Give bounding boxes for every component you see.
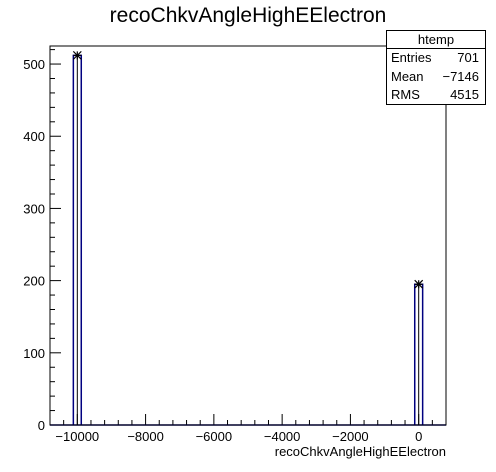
stats-rms-row: RMS 4515 <box>387 86 485 105</box>
y-tick-label: 500 <box>23 57 45 72</box>
stats-entries-value: 701 <box>457 50 479 65</box>
plot-frame <box>49 45 447 426</box>
chart-title: recoChkvAngleHighEElectron <box>109 4 387 27</box>
tick-labels: −10000 −8000 −6000 −4000 −2000 0 0 100 200 300 400… <box>23 57 422 444</box>
x-tick-label: −4000 <box>264 429 301 444</box>
marker-stroke <box>72 50 82 60</box>
x-tick-label: −8000 <box>127 429 164 444</box>
histogram-bars <box>50 54 446 426</box>
data-markers <box>72 50 424 425</box>
data-marker <box>72 50 82 425</box>
stats-rms-value: 4515 <box>450 87 479 102</box>
marker-stroke <box>414 279 424 289</box>
x-axis-label: recoChkvAngleHighEElectron <box>274 444 446 459</box>
axis-ticks <box>49 49 447 426</box>
y-tick-label: 100 <box>23 346 45 361</box>
stats-name: htemp <box>387 31 485 49</box>
x-tick-label: −6000 <box>196 429 233 444</box>
stats-entries-label: Entries <box>391 50 432 65</box>
x-tick-label: −10000 <box>55 429 99 444</box>
stats-mean-row: Mean −7146 <box>387 68 485 87</box>
x-tick-label: −2000 <box>332 429 369 444</box>
stats-entries-row: Entries 701 <box>387 49 485 68</box>
y-tick-label: 200 <box>23 274 45 289</box>
stats-box: htemp Entries 701 Mean −7146 RMS 4515 <box>386 30 486 105</box>
y-tick-label: 0 <box>38 418 45 433</box>
stats-mean-value: −7146 <box>442 68 479 84</box>
y-tick-label: 400 <box>23 129 45 144</box>
y-tick-label: 300 <box>23 201 45 216</box>
x-tick-label: 0 <box>415 429 422 444</box>
stats-rms-label: RMS <box>391 87 420 102</box>
data-marker <box>414 279 424 425</box>
stats-mean-label: Mean <box>391 68 424 84</box>
